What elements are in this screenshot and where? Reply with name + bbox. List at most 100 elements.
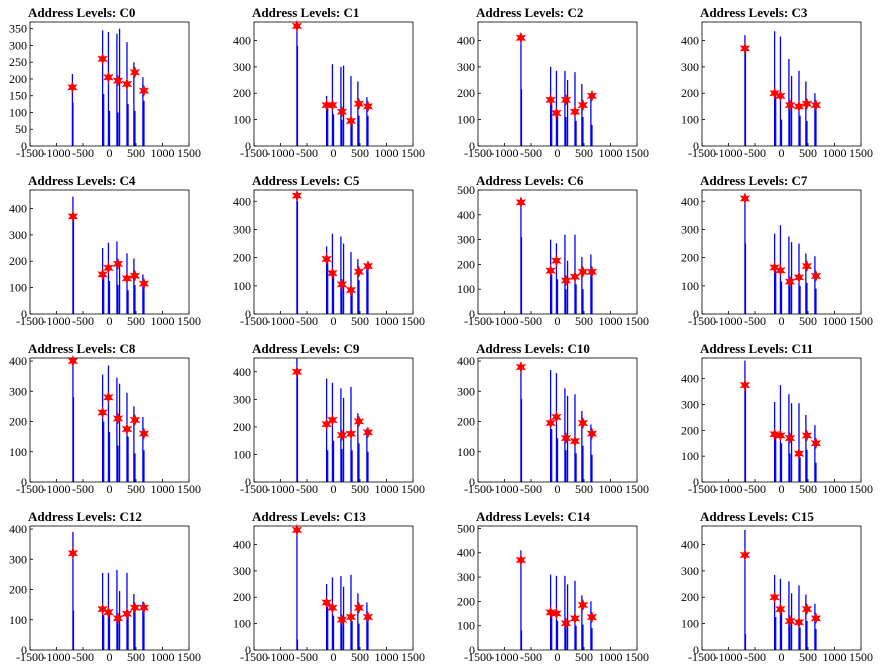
x-tick-label: 0 (331, 650, 337, 664)
star-marker (775, 603, 786, 616)
x-tick-label: 500 (127, 650, 145, 664)
star-marker (775, 264, 786, 277)
star-marker (775, 89, 786, 102)
star-marker (569, 105, 581, 118)
star-marker (353, 415, 365, 428)
x-tick-label: 1000 (375, 482, 399, 496)
x-tick-label: 1500 (177, 314, 201, 328)
y-tick-label: 400 (681, 537, 699, 551)
x-tick-label: -1500 (16, 314, 44, 328)
y-tick-label: 300 (457, 384, 475, 398)
star-marker (112, 412, 124, 425)
star-marker (784, 432, 796, 445)
y-tick-label: 200 (681, 86, 699, 100)
y-tick-label: 300 (233, 60, 251, 74)
x-tick-label: 1500 (401, 482, 425, 496)
chart-panel-2: Address Levels: C2 0 100 200 300 400 -1500 -100… (448, 0, 672, 168)
chart-svg: Address Levels: C60100200300400500-1500-… (457, 173, 649, 328)
x-tick-label: -1000 (715, 146, 743, 160)
x-tick-label: -1000 (43, 146, 71, 160)
y-tick-label: 300 (457, 570, 475, 584)
y-tick-label: 400 (457, 208, 475, 222)
x-tick-label: -1500 (16, 482, 44, 496)
star-marker (586, 265, 598, 278)
y-tick-label: 100 (681, 113, 699, 127)
chart-title: Address Levels: C10 (476, 341, 590, 356)
star-marker (67, 81, 78, 94)
star-marker (112, 257, 124, 270)
y-tick-label: 400 (681, 194, 699, 208)
y-tick-label: 0 (21, 139, 27, 153)
y-tick-label: 400 (681, 372, 699, 386)
x-tick-label: 0 (555, 650, 561, 664)
chart-title: Address Levels: C14 (476, 509, 590, 524)
y-tick-label: 400 (457, 354, 475, 368)
star-marker (551, 106, 562, 120)
x-tick-label: -1000 (491, 650, 519, 664)
x-tick-label: 0 (331, 482, 337, 496)
x-tick-label: 500 (799, 314, 817, 328)
x-tick-label: 500 (575, 314, 593, 328)
x-tick-label: 1000 (151, 650, 175, 664)
star-marker (321, 596, 332, 609)
y-tick-label: 100 (233, 617, 251, 631)
star-marker (784, 275, 796, 288)
star-marker (327, 99, 338, 112)
x-tick-label: -1000 (267, 650, 295, 664)
star-marker (97, 52, 108, 65)
star-marker (97, 268, 108, 281)
x-tick-label: -1000 (43, 650, 71, 664)
star-marker (362, 426, 374, 439)
chart-title: Address Levels: C7 (700, 173, 808, 188)
x-tick-label: 1500 (625, 650, 649, 664)
star-marker (784, 99, 796, 112)
chart-title: Address Levels: C13 (252, 509, 366, 524)
x-tick-label: -1500 (464, 146, 492, 160)
chart-panel-1: Address Levels: C1 0 100 200 300 400 -1500 -100… (224, 0, 448, 168)
x-tick-label: -500 (296, 482, 318, 496)
star-marker (103, 261, 114, 274)
star-marker (793, 100, 805, 113)
y-tick-label: 0 (693, 475, 699, 489)
chart-panel-7: Address Levels: C7 0 100 200 300 400 -1500 -100… (672, 168, 896, 336)
y-tick-label: 300 (681, 60, 699, 74)
y-tick-label: 100 (233, 279, 251, 293)
star-marker (586, 611, 598, 624)
x-tick-label: 0 (107, 482, 113, 496)
chart-svg: Address Levels: C10 0 100 200 300 400 -1500-10… (457, 341, 649, 496)
x-tick-label: -1000 (267, 482, 295, 496)
y-tick-label: 200 (9, 415, 27, 429)
x-tick-label: 0 (555, 482, 561, 496)
chart-panel-3: Address Levels: C3 0 100 200 300 400 -1500 -100… (672, 0, 896, 168)
y-tick-label: 500 (457, 521, 475, 535)
x-tick-label: 1500 (401, 314, 425, 328)
star-marker (515, 31, 527, 44)
y-tick-label: 100 (457, 113, 475, 127)
star-marker (810, 269, 822, 282)
star-marker (129, 601, 141, 614)
y-tick-label: 500 (457, 183, 475, 197)
y-tick-label: 400 (9, 354, 27, 368)
y-tick-label: 400 (233, 194, 251, 208)
star-marker (97, 406, 108, 419)
x-tick-label: 0 (107, 146, 113, 160)
y-tick-label: 0 (245, 643, 251, 657)
chart-svg: Address Levels: C9 0 100 200 300 400 -1500-100… (233, 341, 425, 496)
y-tick-label: 100 (233, 113, 251, 127)
chart-svg: Address Levels: C8 0 100 200 300 400 -1500-100… (9, 341, 201, 496)
x-tick-label: 1500 (625, 314, 649, 328)
y-tick-label: 100 (457, 619, 475, 633)
y-tick-label: 400 (9, 522, 27, 536)
x-tick-label: 1000 (599, 146, 623, 160)
x-tick-label: -1000 (715, 650, 743, 664)
chart-panel-10: Address Levels: C10 0 100 200 300 400 -1500 -10… (448, 336, 672, 504)
star-marker (545, 93, 556, 106)
x-tick-label: -1000 (491, 146, 519, 160)
y-tick-label: 200 (9, 583, 27, 597)
star-marker (353, 601, 365, 614)
star-marker (586, 427, 598, 440)
x-tick-label: 1500 (177, 146, 201, 160)
star-marker (67, 547, 79, 560)
x-tick-label: -500 (744, 146, 766, 160)
y-tick-label: 0 (245, 475, 251, 489)
